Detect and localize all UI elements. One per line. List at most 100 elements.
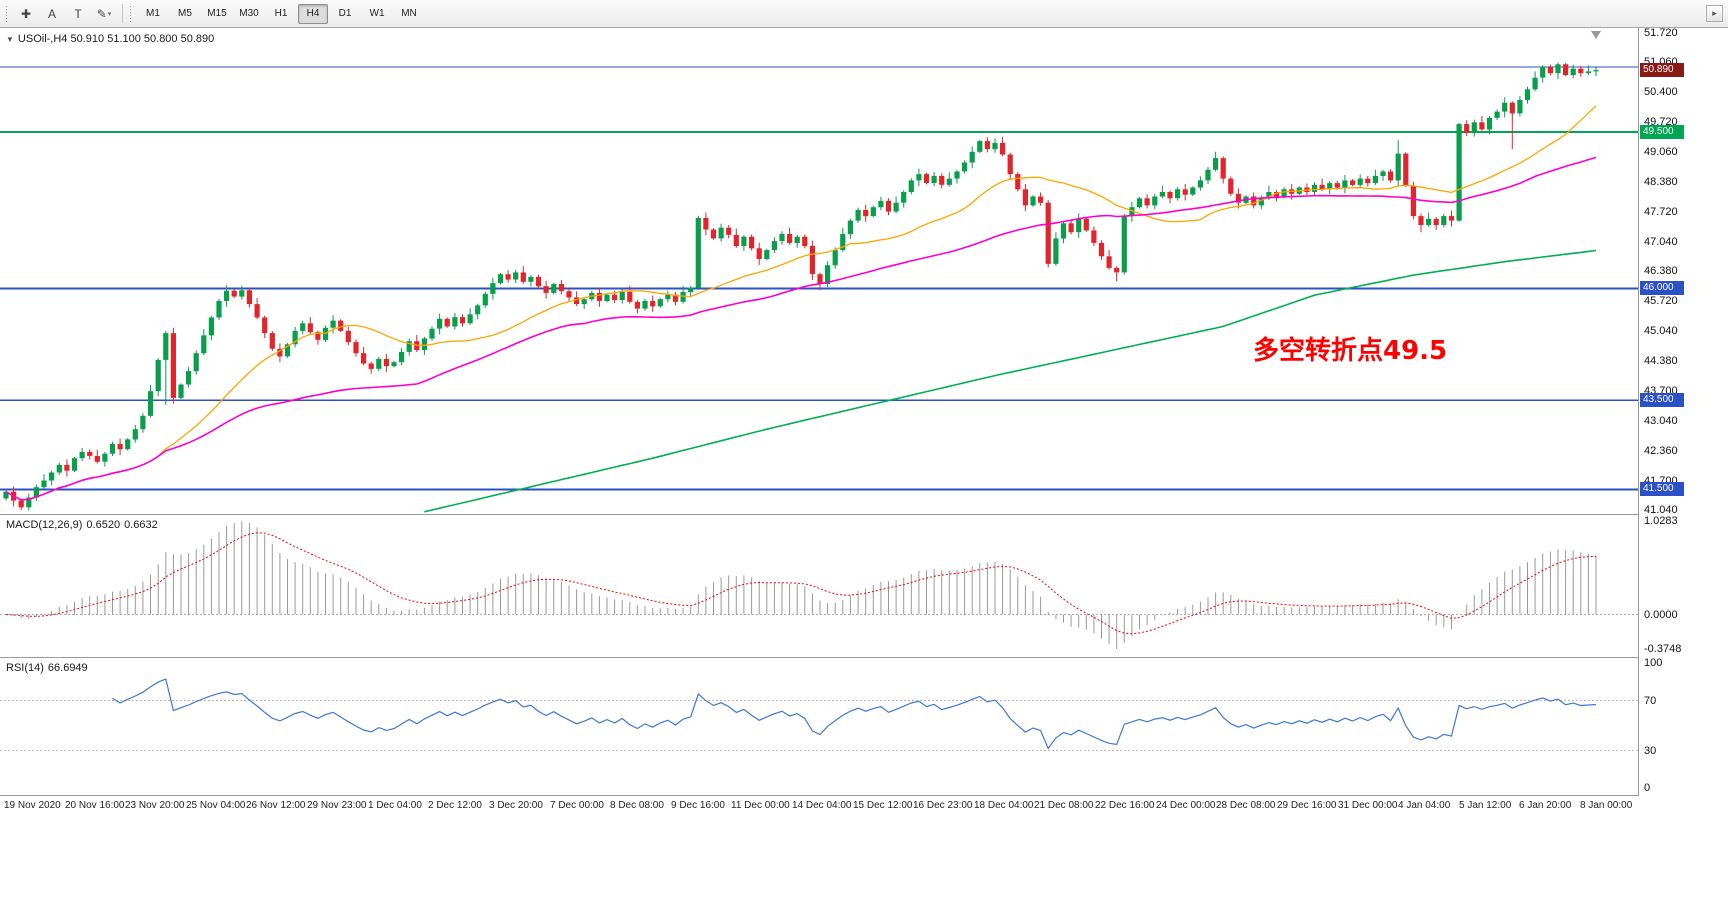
rsi-name: RSI(14) xyxy=(6,662,44,674)
time-axis-label: 25 Nov 04:00 xyxy=(186,800,246,811)
price-axis-label: 46.380 xyxy=(1644,265,1678,277)
time-axis-label: 18 Dec 04:00 xyxy=(974,800,1034,811)
time-axis[interactable]: 19 Nov 2020 20 Nov 16:00 23 Nov 20:00 25 No… xyxy=(0,796,1728,818)
time-axis-label: 6 Jan 20:00 xyxy=(1519,800,1572,811)
rsi-line xyxy=(112,678,1597,750)
macd-name: MACD(12,26,9) xyxy=(6,519,83,531)
rsi-axis-label: 0 xyxy=(1644,782,1651,794)
price-axis-label: 50.400 xyxy=(1644,86,1678,98)
price-axis-label: 51.720 xyxy=(1644,27,1678,39)
time-axis-label: 28 Dec 08:00 xyxy=(1216,800,1276,811)
level-badge-41-500: 41.500 xyxy=(1640,482,1684,496)
time-axis-label: 15 Dec 12:00 xyxy=(853,800,913,811)
timeframe-button-h1[interactable]: H1 xyxy=(274,8,288,19)
toolbar-overflow-button[interactable]: ▸ xyxy=(1706,5,1723,22)
timeframe-toolbar-grip[interactable] xyxy=(129,4,133,23)
ohlc-values: 50.910 51.100 50.800 50.890 xyxy=(70,33,215,45)
price-axis-label: 44.380 xyxy=(1644,355,1678,367)
toolbar-grip[interactable] xyxy=(5,4,9,23)
macd-value-main: 0.6520 xyxy=(86,519,121,531)
timeframe-button-m5[interactable]: M5 xyxy=(178,8,192,19)
shapes-tool-button[interactable]: ✎ ▾ xyxy=(92,3,116,25)
price-axis-label: 45.040 xyxy=(1644,325,1678,337)
chart-shift-marker[interactable] xyxy=(1591,31,1601,39)
time-axis-label: 29 Dec 16:00 xyxy=(1277,800,1337,811)
macd-histogram xyxy=(13,521,1597,649)
time-axis-label: 19 Nov 2020 xyxy=(4,800,61,811)
crosshair-tool-button[interactable]: ✚ xyxy=(14,3,38,25)
chart-annotation-text[interactable]: 多空转折点49.5 xyxy=(1253,336,1448,366)
price-axis-label: 43.040 xyxy=(1644,415,1678,427)
current-price-badge: 50.890 xyxy=(1640,63,1684,77)
rsi-canvas[interactable] xyxy=(0,658,1638,795)
macd-label: MACD(12,26,9) 0.6520 0.6632 xyxy=(6,519,162,531)
chevron-down-icon: ▾ xyxy=(107,10,112,18)
macd-panel: MACD(12,26,9) 0.6520 0.6632 xyxy=(0,515,1638,658)
symbol-period-label: USOil-,H4 xyxy=(17,33,68,45)
price-axis-label: 47.040 xyxy=(1644,236,1678,248)
level-badge-43-500: 43.500 xyxy=(1640,393,1684,407)
macd-axis-label: 0.0000 xyxy=(1644,609,1678,621)
time-axis-label: 14 Dec 04:00 xyxy=(792,800,852,811)
macd-axis[interactable]: 1.0283 0.0000 -0.3748 xyxy=(1638,515,1728,658)
price-axis[interactable]: 51.720 51.060 50.400 49.720 49.060 48.380 47.7… xyxy=(1638,27,1728,516)
rsi-axis-label: 100 xyxy=(1644,657,1663,669)
time-axis-label: 29 Nov 23:00 xyxy=(307,800,367,811)
time-axis-label: 21 Dec 08:00 xyxy=(1034,800,1094,811)
macd-signal-line xyxy=(5,532,1597,635)
timeframe-button-m1[interactable]: M1 xyxy=(146,8,160,19)
ohlc-collapse-arrow[interactable]: ▼ xyxy=(6,35,14,44)
main-chart-panel: ▼ USOil-,H4 50.910 51.100 50.800 50.890 多… xyxy=(0,28,1638,515)
timeframe-button-w1[interactable]: W1 xyxy=(369,8,385,19)
timeframe-button-h4[interactable]: H4 xyxy=(298,3,328,24)
time-axis-label: 8 Jan 00:00 xyxy=(1580,800,1633,811)
time-axis-label: 2 Dec 12:00 xyxy=(428,800,482,811)
timeframe-button-m30[interactable]: M30 xyxy=(239,8,259,19)
price-axis-label: 45.720 xyxy=(1644,295,1678,307)
time-axis-label: 24 Dec 00:00 xyxy=(1156,800,1216,811)
time-axis-label: 23 Nov 20:00 xyxy=(125,800,185,811)
time-axis-label: 4 Jan 04:00 xyxy=(1398,800,1451,811)
ohlc-header: ▼ USOil-,H4 50.910 51.100 50.800 50.890 xyxy=(6,33,214,45)
price-axis-label: 42.360 xyxy=(1644,445,1678,457)
timeframes-group: M1 M5 M15 M30 H1 H4 D1 W1 MN xyxy=(137,3,425,24)
text-a-tool-icon: A xyxy=(47,6,56,21)
ma-orange-line xyxy=(5,105,1597,501)
crosshair-tool-icon: ✚ xyxy=(20,6,32,21)
macd-axis-label: -0.3748 xyxy=(1644,643,1682,655)
drawing-tools-group: ✚ A T ✎ ▾ xyxy=(13,3,117,25)
time-axis-label: 20 Nov 16:00 xyxy=(65,800,125,811)
timeframe-button-m15[interactable]: M15 xyxy=(207,8,227,19)
time-axis-label: 31 Dec 00:00 xyxy=(1338,800,1398,811)
text-t-tool-icon: T xyxy=(74,6,82,21)
rsi-axis-label: 70 xyxy=(1644,695,1657,707)
price-axis-label: 41.040 xyxy=(1644,504,1678,516)
price-axis-label: 47.720 xyxy=(1644,206,1678,218)
rsi-value: 66.6949 xyxy=(47,662,88,674)
rsi-label: RSI(14) 66.6949 xyxy=(6,662,92,674)
candles-group[interactable] xyxy=(3,62,1599,511)
ma-magenta-line xyxy=(5,156,1597,501)
time-axis-label: 8 Dec 08:00 xyxy=(610,800,664,811)
ma-green-line xyxy=(424,249,1597,513)
time-axis-label: 3 Dec 20:00 xyxy=(489,800,543,811)
timeframe-button-mn[interactable]: MN xyxy=(401,8,417,19)
macd-canvas[interactable] xyxy=(0,515,1638,657)
price-axis-label: 48.380 xyxy=(1644,176,1678,188)
time-axis-label: 16 Dec 23:00 xyxy=(913,800,973,811)
text-t-tool-button[interactable]: T xyxy=(66,3,90,25)
time-axis-label: 7 Dec 00:00 xyxy=(550,800,604,811)
text-a-tool-button[interactable]: A xyxy=(40,3,64,25)
level-badge-49-500: 49.500 xyxy=(1640,125,1684,139)
timeframe-button-d1[interactable]: D1 xyxy=(338,8,352,19)
rsi-axis-label: 30 xyxy=(1644,745,1657,757)
macd-axis-label: 1.0283 xyxy=(1644,515,1678,527)
rsi-axis[interactable]: 100 70 30 0 xyxy=(1638,657,1728,796)
main-chart-canvas[interactable] xyxy=(0,28,1638,514)
time-axis-label: 1 Dec 04:00 xyxy=(368,800,422,811)
macd-value-signal: 0.6632 xyxy=(124,519,158,531)
time-axis-label: 26 Nov 12:00 xyxy=(246,800,306,811)
rsi-panel: RSI(14) 66.6949 xyxy=(0,658,1638,796)
level-badge-46-000: 46.000 xyxy=(1640,281,1684,295)
